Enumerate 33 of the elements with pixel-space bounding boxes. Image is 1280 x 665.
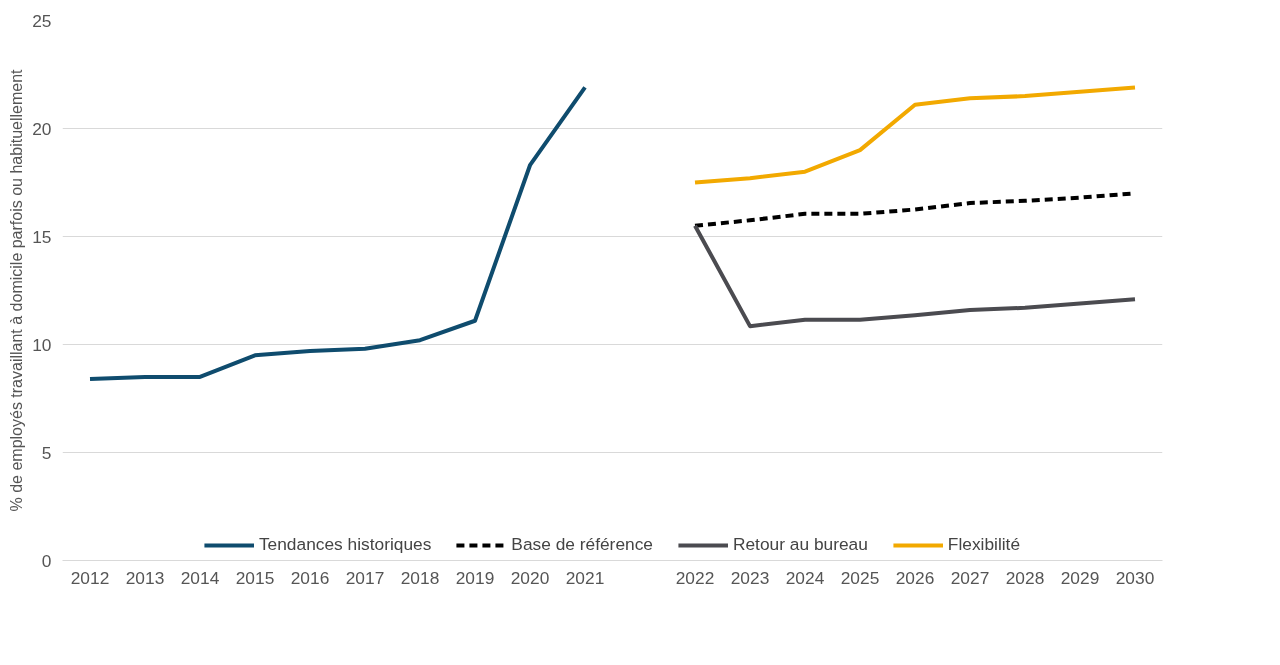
x-tick-label: 2019 [455, 567, 495, 588]
x-tick-label: 2024 [785, 567, 825, 588]
x-tick-label: 2020 [510, 567, 550, 588]
x-tick-label: 2013 [125, 567, 165, 588]
x-tick-label: 2021 [565, 567, 605, 588]
line-series [693, 85, 1137, 185]
x-tick-label: 2028 [1005, 567, 1045, 588]
x-tick-label: 2030 [1115, 567, 1155, 588]
x-tick-label: 2012 [70, 567, 110, 588]
y-tick-label: 25 [32, 10, 52, 31]
x-tick-label: 2014 [180, 567, 220, 588]
x-tick-label: 2025 [840, 567, 880, 588]
legend-label: Flexibilité [947, 534, 1021, 555]
legend-label: Retour au bureau [732, 534, 868, 555]
y-axis-title: % de employés travaillant à domicile parfois ou habituellement [7, 68, 25, 512]
legend-label: Tendances historiques [258, 534, 432, 555]
y-tick-label: 10 [32, 334, 52, 355]
legend-label: Base de référence [511, 534, 653, 555]
x-tick-label: 2022 [675, 567, 715, 588]
x-tick-label: 2027 [950, 567, 990, 588]
y-tick-label: 15 [32, 226, 52, 247]
y-tick-label: 20 [32, 118, 52, 139]
x-tick-label: 2018 [400, 567, 440, 588]
line-series [88, 85, 587, 382]
x-tick-label: 2029 [1060, 567, 1100, 588]
x-tick-label: 2023 [730, 567, 770, 588]
x-tick-label: 2017 [345, 567, 385, 588]
x-tick-label: 2016 [290, 567, 330, 588]
y-tick-label: 5 [41, 442, 52, 463]
y-tick-label: 0 [41, 550, 52, 571]
x-tick-label: 2015 [235, 567, 275, 588]
x-tick-label: 2026 [895, 567, 935, 588]
line-series [693, 223, 1137, 329]
